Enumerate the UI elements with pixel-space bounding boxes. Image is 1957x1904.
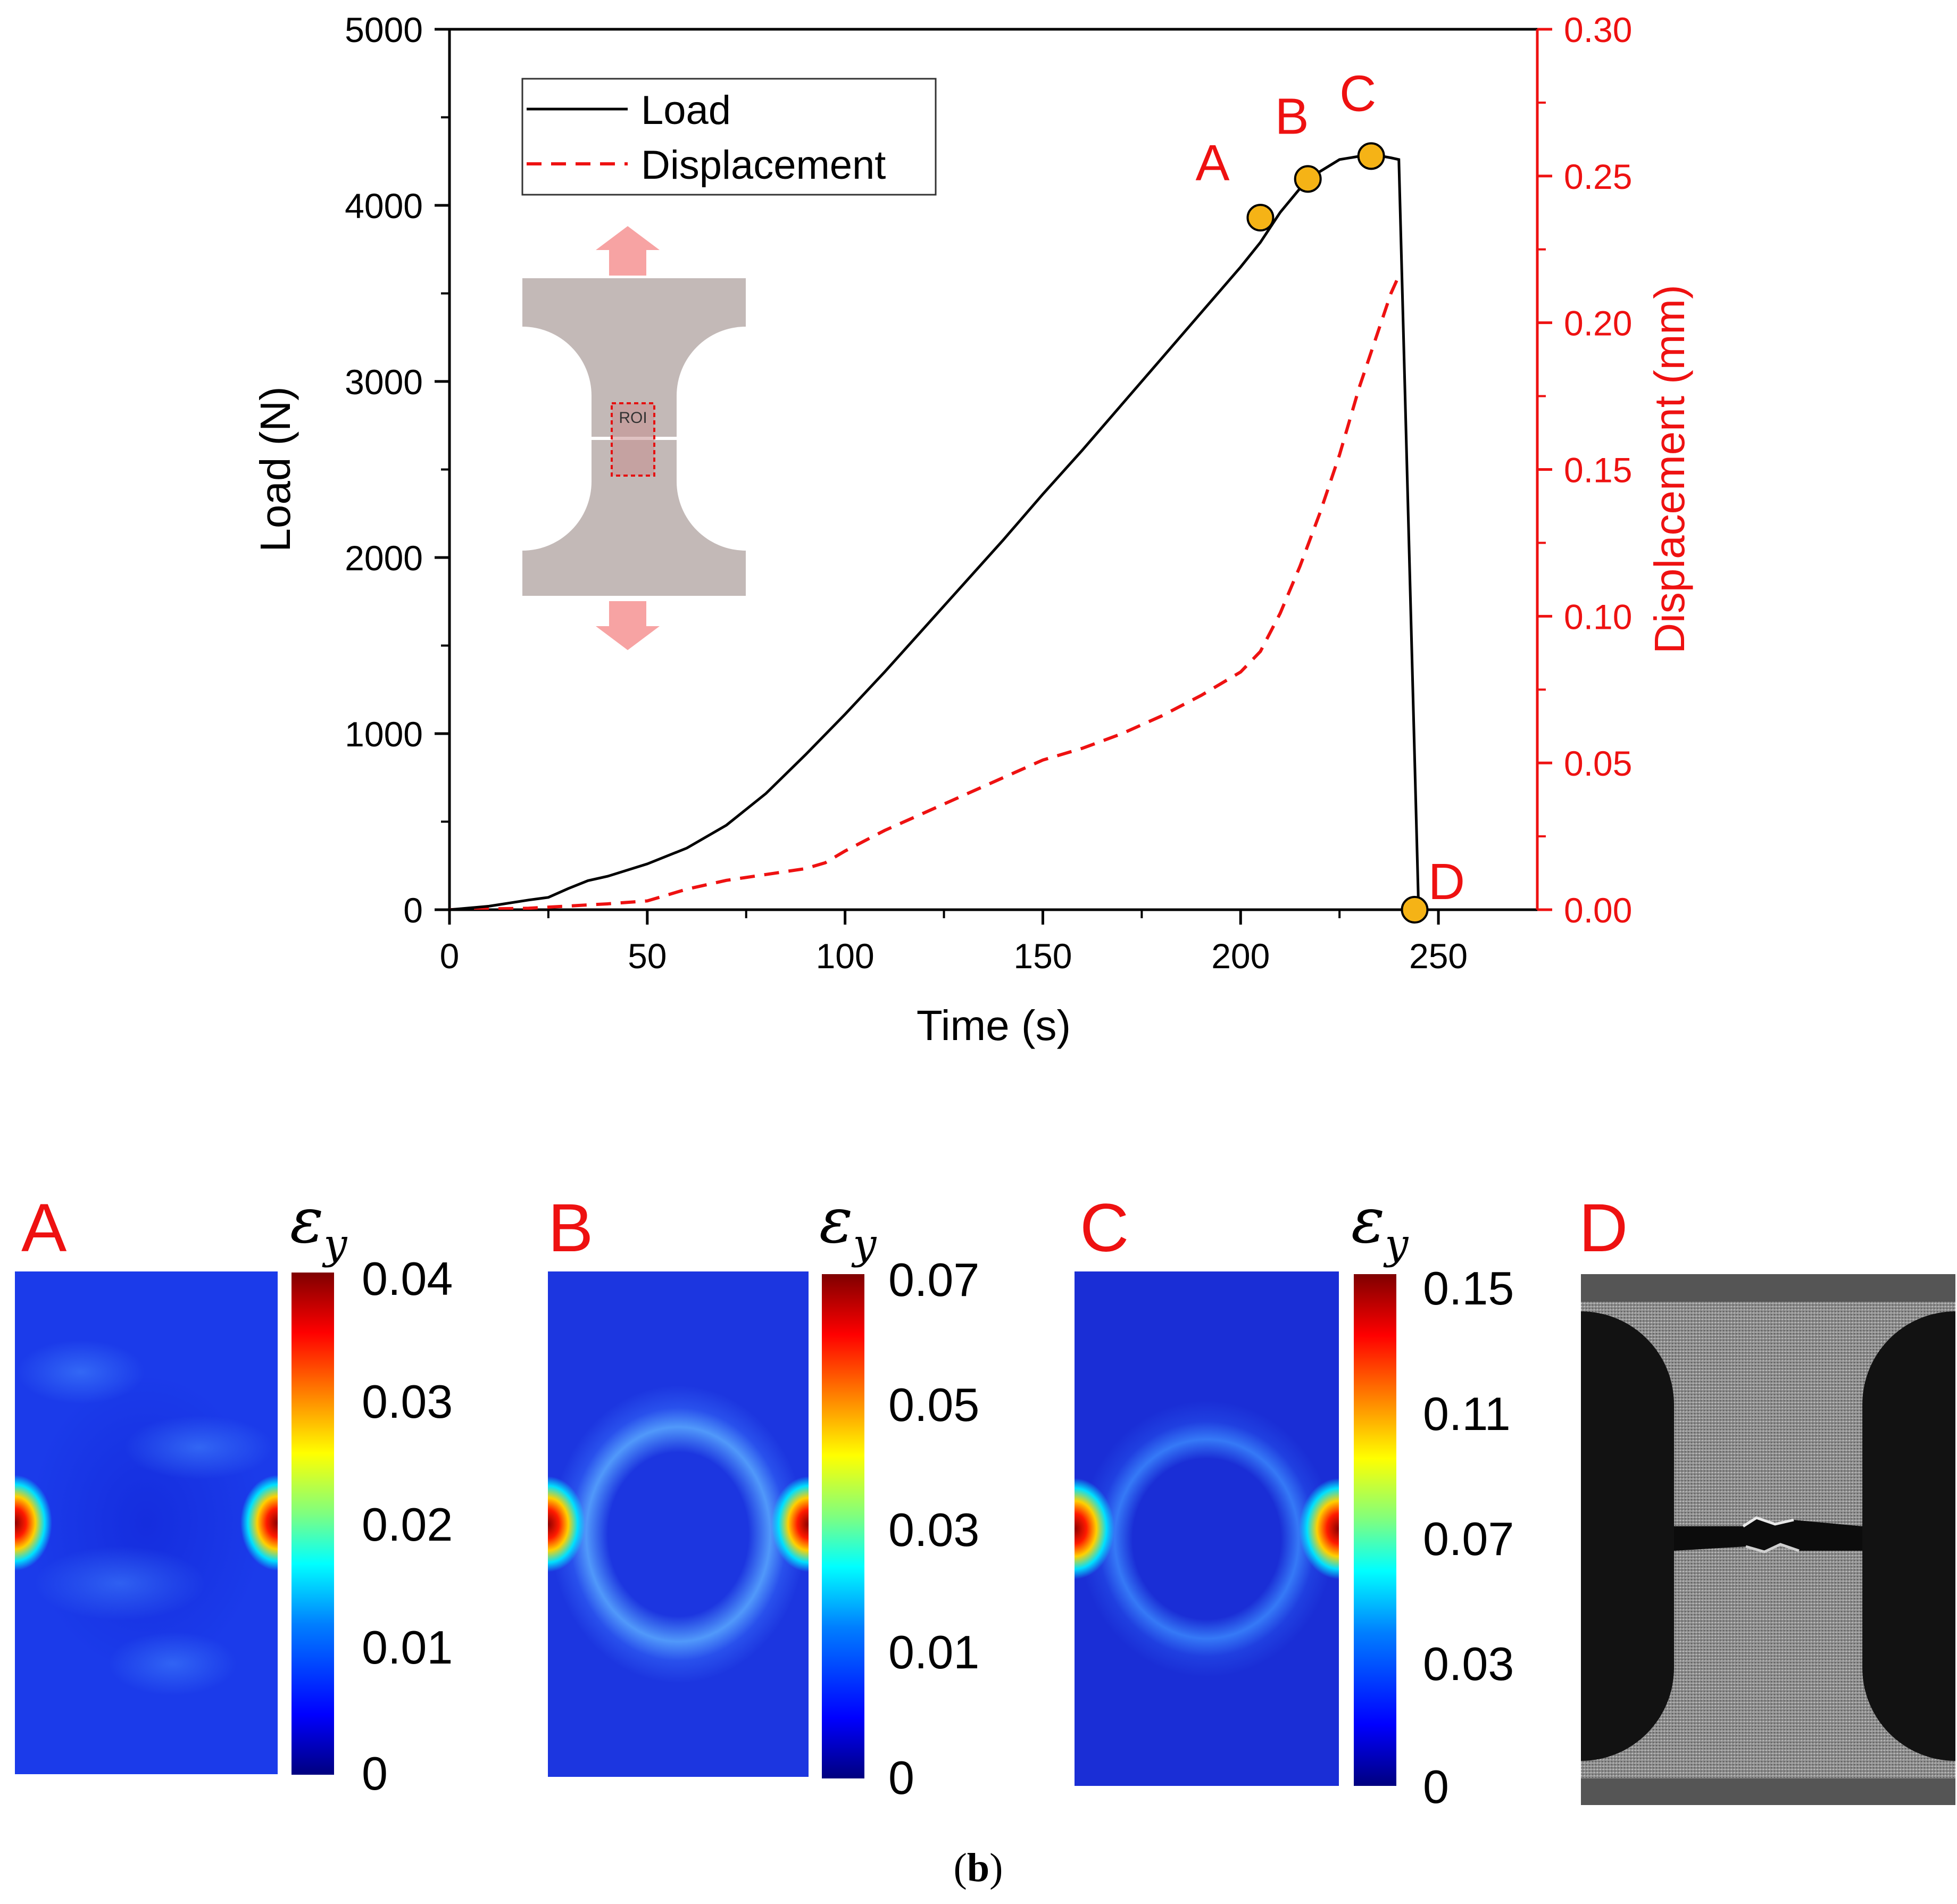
colorbar-b [822,1274,864,1778]
colorbar-c-tick-3: 0.03 [1423,1637,1514,1690]
y-tick-label-0: 0 [403,891,423,930]
marker-d [1401,896,1429,924]
y2-axis-title: Displacement (mm) [1646,285,1693,653]
colorbar-b-tick-1: 0.05 [888,1378,980,1431]
colorbar-a-tick-4: 0 [362,1747,388,1800]
y-tick-label-3: 3000 [345,362,423,402]
roi-label: ROI [619,409,647,427]
fracture-edge-highlight [1742,1516,1794,1528]
y2-tick-label-2: 0.10 [1564,597,1632,636]
y-tick-label-2: 2000 [345,538,423,578]
colorbar-c-tick-4: 0 [1423,1760,1449,1813]
y-axis-title: Load (N) [252,386,299,552]
colorbar-c-symbol: ε [1351,1184,1385,1257]
legend: Load Displacement [521,78,937,196]
map-a-label: A [21,1190,67,1266]
y2-tick-label-0: 0.00 [1564,891,1632,930]
map-b-label: B [548,1190,594,1266]
series-displacement-line [449,275,1401,910]
colorbar-c-tick-1: 0.11 [1423,1387,1511,1440]
marker-label-a: A [1195,135,1229,192]
lower-load-arrow [596,601,660,650]
x-tick-label-4: 200 [1211,936,1270,976]
fracture-edge-highlight-lower [1745,1543,1800,1553]
colorbar-c-tick-0: 0.15 [1423,1262,1514,1315]
y2-tick-label-4: 0.20 [1564,304,1632,343]
colorbar-a-title: εy [290,1189,347,1265]
x-axis-title: Time (s) [917,1002,1071,1049]
legend-box [521,78,937,196]
marker-c [1357,142,1385,170]
colorbar-a-tick-2: 0.02 [362,1498,453,1551]
colorbar-c-tick-2: 0.07 [1423,1512,1514,1565]
colorbar-a-tick-1: 0.03 [362,1375,453,1428]
y2-tick-label-1: 0.05 [1564,744,1632,783]
colorbar-b-tick-4: 0 [888,1751,914,1804]
colorbar-a-subscript: y [323,1220,347,1268]
load-displacement-chart: ROI 0 50 100 150 200 250 0 1000 2000 3000 4000 5000… [252,10,1693,1049]
y2-tick-label-5: 0.25 [1564,157,1632,196]
colorbar-c [1354,1274,1396,1786]
marker-label-d: D [1428,853,1465,910]
fracture-gap [1674,1518,1862,1552]
marker-b [1294,165,1322,193]
upper-load-arrow [596,226,660,276]
upper-grip [1581,1274,1955,1306]
map-c-label: C [1080,1190,1129,1266]
legend-displacement-label: Displacement [641,143,886,188]
colorbar-b-symbol: ε [819,1184,853,1257]
marker-a [1246,204,1275,232]
fractured-specimen-photo [1581,1274,1955,1805]
colorbar-b-tick-2: 0.03 [888,1503,980,1556]
x-tick-label-2: 100 [816,936,875,976]
colorbar-c-title: εy [1351,1189,1408,1265]
photo-d-label: D [1579,1190,1628,1266]
x-tick-label-3: 150 [1013,936,1072,976]
legend-load-label: Load [641,88,731,133]
colorbar-c-subscript: y [1385,1220,1409,1268]
strain-map-c [1075,1271,1339,1786]
strain-map-b [548,1271,809,1777]
x-tick-label-5: 250 [1409,936,1468,976]
colorbar-b-tick-0: 0.07 [888,1253,980,1306]
marker-label-b: B [1275,88,1309,145]
strain-map-a [15,1271,278,1774]
colorbar-b-title: εy [819,1189,876,1265]
caption-b-letter: b [967,1845,990,1890]
x-tick-label-1: 50 [628,936,667,976]
specimen-inset: ROI [522,226,746,650]
colorbar-a-tick-0: 0.04 [362,1252,453,1305]
y2-tick-label-3: 0.15 [1564,451,1632,490]
colorbar-a-symbol: ε [290,1184,324,1257]
y-tick-label-4: 4000 [345,186,423,226]
marker-label-c: C [1339,65,1376,122]
colorbar-b-tick-3: 0.01 [888,1626,980,1678]
colorbar-a [292,1273,334,1775]
y-tick-label-1: 1000 [345,714,423,754]
roi-box [611,402,655,477]
y-tick-label-5: 5000 [345,10,423,49]
x-tick-label-0: 0 [440,936,460,976]
caption-b: (b) [953,1845,1003,1890]
y2-tick-label-6: 0.30 [1564,10,1632,49]
colorbar-a-tick-3: 0.01 [362,1621,453,1674]
colorbar-b-subscript: y [853,1220,877,1268]
